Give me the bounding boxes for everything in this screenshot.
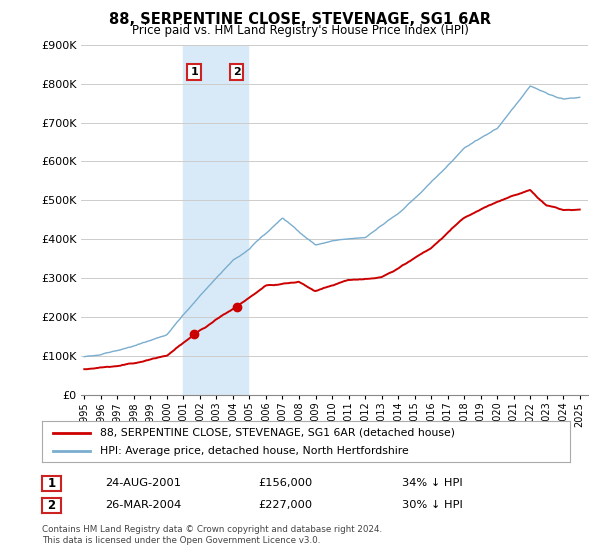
Text: 1: 1 xyxy=(47,477,56,490)
Text: HPI: Average price, detached house, North Hertfordshire: HPI: Average price, detached house, Nort… xyxy=(100,446,409,455)
Text: £156,000: £156,000 xyxy=(258,478,312,488)
Text: 88, SERPENTINE CLOSE, STEVENAGE, SG1 6AR: 88, SERPENTINE CLOSE, STEVENAGE, SG1 6AR xyxy=(109,12,491,27)
Text: £227,000: £227,000 xyxy=(258,500,312,510)
Text: 24-AUG-2001: 24-AUG-2001 xyxy=(105,478,181,488)
Text: 2: 2 xyxy=(47,499,56,512)
Text: 34% ↓ HPI: 34% ↓ HPI xyxy=(402,478,463,488)
Text: Price paid vs. HM Land Registry's House Price Index (HPI): Price paid vs. HM Land Registry's House … xyxy=(131,24,469,36)
Text: 30% ↓ HPI: 30% ↓ HPI xyxy=(402,500,463,510)
Text: 26-MAR-2004: 26-MAR-2004 xyxy=(105,500,181,510)
Text: This data is licensed under the Open Government Licence v3.0.: This data is licensed under the Open Gov… xyxy=(42,536,320,545)
Text: Contains HM Land Registry data © Crown copyright and database right 2024.: Contains HM Land Registry data © Crown c… xyxy=(42,525,382,534)
Text: 88, SERPENTINE CLOSE, STEVENAGE, SG1 6AR (detached house): 88, SERPENTINE CLOSE, STEVENAGE, SG1 6AR… xyxy=(100,428,455,437)
Text: 2: 2 xyxy=(233,67,241,77)
Text: 1: 1 xyxy=(190,67,198,77)
Bar xyxy=(184,45,248,395)
